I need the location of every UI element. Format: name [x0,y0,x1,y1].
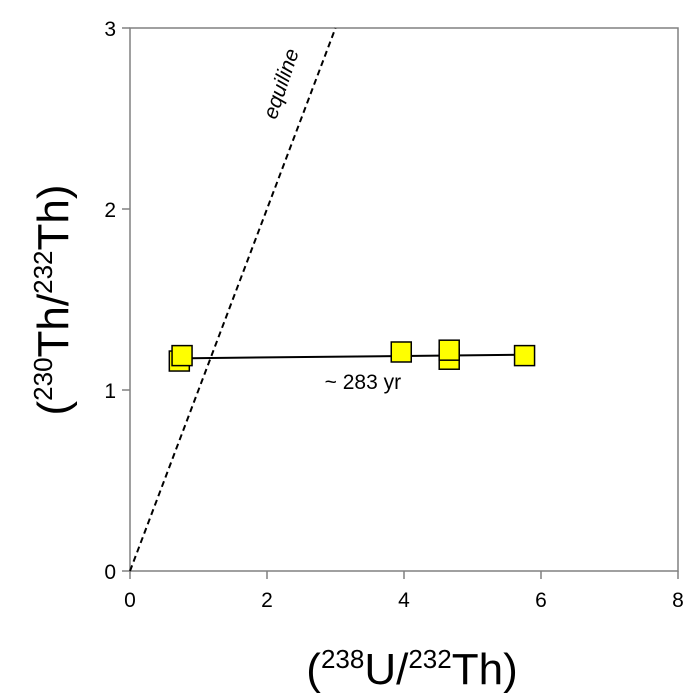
y-axis-ticks: 0 1 2 3 [104,18,130,584]
plot-frame [129,27,679,572]
x-tick-label: 2 [261,589,273,612]
annotations: equiline ~ 283 yr [259,46,401,394]
x-axis-ticks: 0 2 4 6 8 [124,571,684,612]
y-tick-label: 1 [104,380,116,403]
y-axis-title: (230Th/232Th) [28,184,78,415]
equiline [129,27,337,572]
x-axis-title: (238U/232Th) [306,644,517,694]
data-point [390,341,413,363]
data-point [513,344,536,367]
x-tick-label: 0 [124,589,136,612]
y-tick-label: 3 [104,18,116,41]
data-point [438,339,460,361]
data-point [171,344,193,367]
chart-lines [129,27,525,572]
age-label: ~ 283 yr [325,371,401,394]
y-tick-label: 0 [104,561,116,584]
x-tick-label: 8 [672,589,684,612]
isochron-line [179,353,525,360]
y-tick-label: 2 [104,199,116,222]
x-tick-label: 6 [535,589,547,612]
data-points [168,339,536,372]
x-tick-label: 4 [398,589,410,612]
equiline-label: equiline [259,46,304,122]
